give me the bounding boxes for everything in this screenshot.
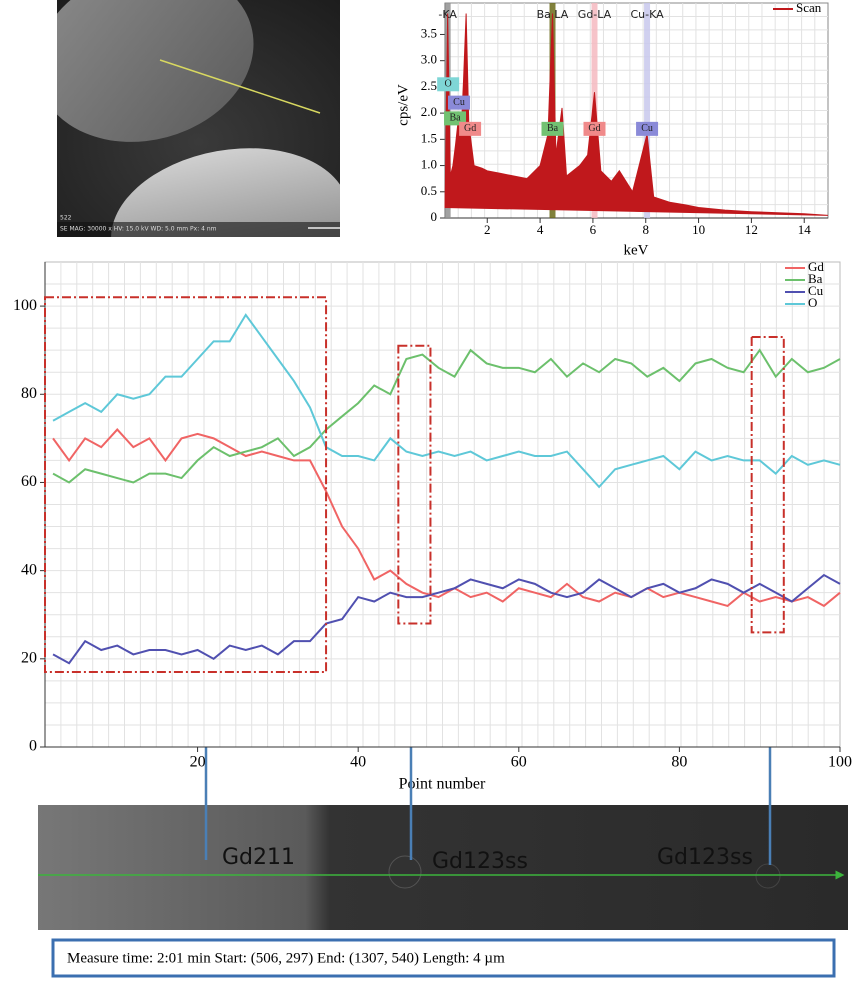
y-tick-label: 20 <box>21 649 37 666</box>
y-tick-label: 3.5 <box>421 25 437 40</box>
y-tick-label: 3.0 <box>421 52 437 67</box>
peak-label: Cu <box>641 123 653 134</box>
line-scan-image: Gd211 Gd123ss Gd123ss <box>38 805 848 930</box>
y-tick-label: 0 <box>431 209 438 224</box>
peak-label: Ba <box>547 123 559 134</box>
series-line <box>52 428 841 608</box>
y-tick-label: 80 <box>21 385 37 402</box>
series-line <box>52 573 841 665</box>
y-tick-label: 60 <box>21 473 37 490</box>
x-tick-label: 6 <box>590 222 597 237</box>
peak-label: Gd <box>464 123 476 134</box>
x-tick-label: 60 <box>511 754 527 771</box>
info-box <box>51 938 836 978</box>
measure-info: Measure time: 2:01 min Start: (506, 297)… <box>67 950 505 966</box>
peak-label-box <box>541 121 564 136</box>
peak-label: Ba <box>449 113 461 124</box>
series-line <box>52 313 841 489</box>
y-tick-label: 2.0 <box>421 104 437 119</box>
sem-id: 522 <box>60 215 72 222</box>
scale-bar: 1 µm <box>345 222 369 234</box>
peak-label-box <box>636 121 659 136</box>
phase-label: Gd123ss <box>432 849 528 874</box>
legend-label: O <box>808 295 817 310</box>
legend-label: Gd <box>808 259 824 274</box>
x-axis-label: Point number <box>399 776 486 793</box>
legend-label: Ba <box>808 271 823 286</box>
x-tick-label: 4 <box>537 222 544 237</box>
peak-label: Cu <box>453 97 465 108</box>
peak-label-box <box>459 121 482 136</box>
sem-info: SE MAG: 30000 x HV: 15.0 kV WD: 5.0 mm P… <box>60 226 217 233</box>
y-tick-label: 100 <box>13 297 37 314</box>
phase-label: Gd211 <box>222 845 295 870</box>
peak-band <box>644 3 651 218</box>
x-axis-label: keV <box>624 242 649 258</box>
y-axis-label: cps/eV <box>395 84 411 126</box>
peak-annotation: Gd-LA <box>578 8 612 21</box>
peak-label: Gd <box>588 123 600 134</box>
series-line <box>52 348 841 484</box>
phase-label: Gd123ss <box>657 845 753 870</box>
x-tick-label: 8 <box>642 222 649 237</box>
x-tick-label: 10 <box>692 222 705 237</box>
peak-label-box <box>583 121 606 136</box>
x-tick-label: 100 <box>828 754 852 771</box>
peak-annotation: Cu-KA <box>630 8 664 21</box>
legend-label: Scan <box>796 0 822 15</box>
x-tick-label: 20 <box>190 754 206 771</box>
sem-image: 522 SE MAG: 30000 x HV: 15.0 kV WD: 5.0 … <box>57 0 369 237</box>
peak-label-box <box>447 95 470 110</box>
x-tick-label: 14 <box>798 222 812 237</box>
highlight-region <box>397 344 432 625</box>
y-tick-label: 0 <box>29 738 37 755</box>
x-tick-label: 12 <box>745 222 758 237</box>
peak-label: O <box>445 79 452 90</box>
y-tick-label: 1.0 <box>421 157 437 172</box>
highlight-region <box>750 335 785 634</box>
y-tick-label: 1.5 <box>421 130 437 145</box>
y-tick-label: 2.5 <box>421 78 437 93</box>
x-tick-label: 2 <box>484 222 491 237</box>
legend-label: Cu <box>808 283 824 298</box>
peak-label-box <box>437 77 460 92</box>
highlight-region <box>44 296 328 674</box>
x-tick-label: 80 <box>671 754 687 771</box>
y-tick-label: 40 <box>21 561 37 578</box>
y-tick-label: 0.5 <box>421 183 437 198</box>
x-tick-label: 40 <box>350 754 366 771</box>
